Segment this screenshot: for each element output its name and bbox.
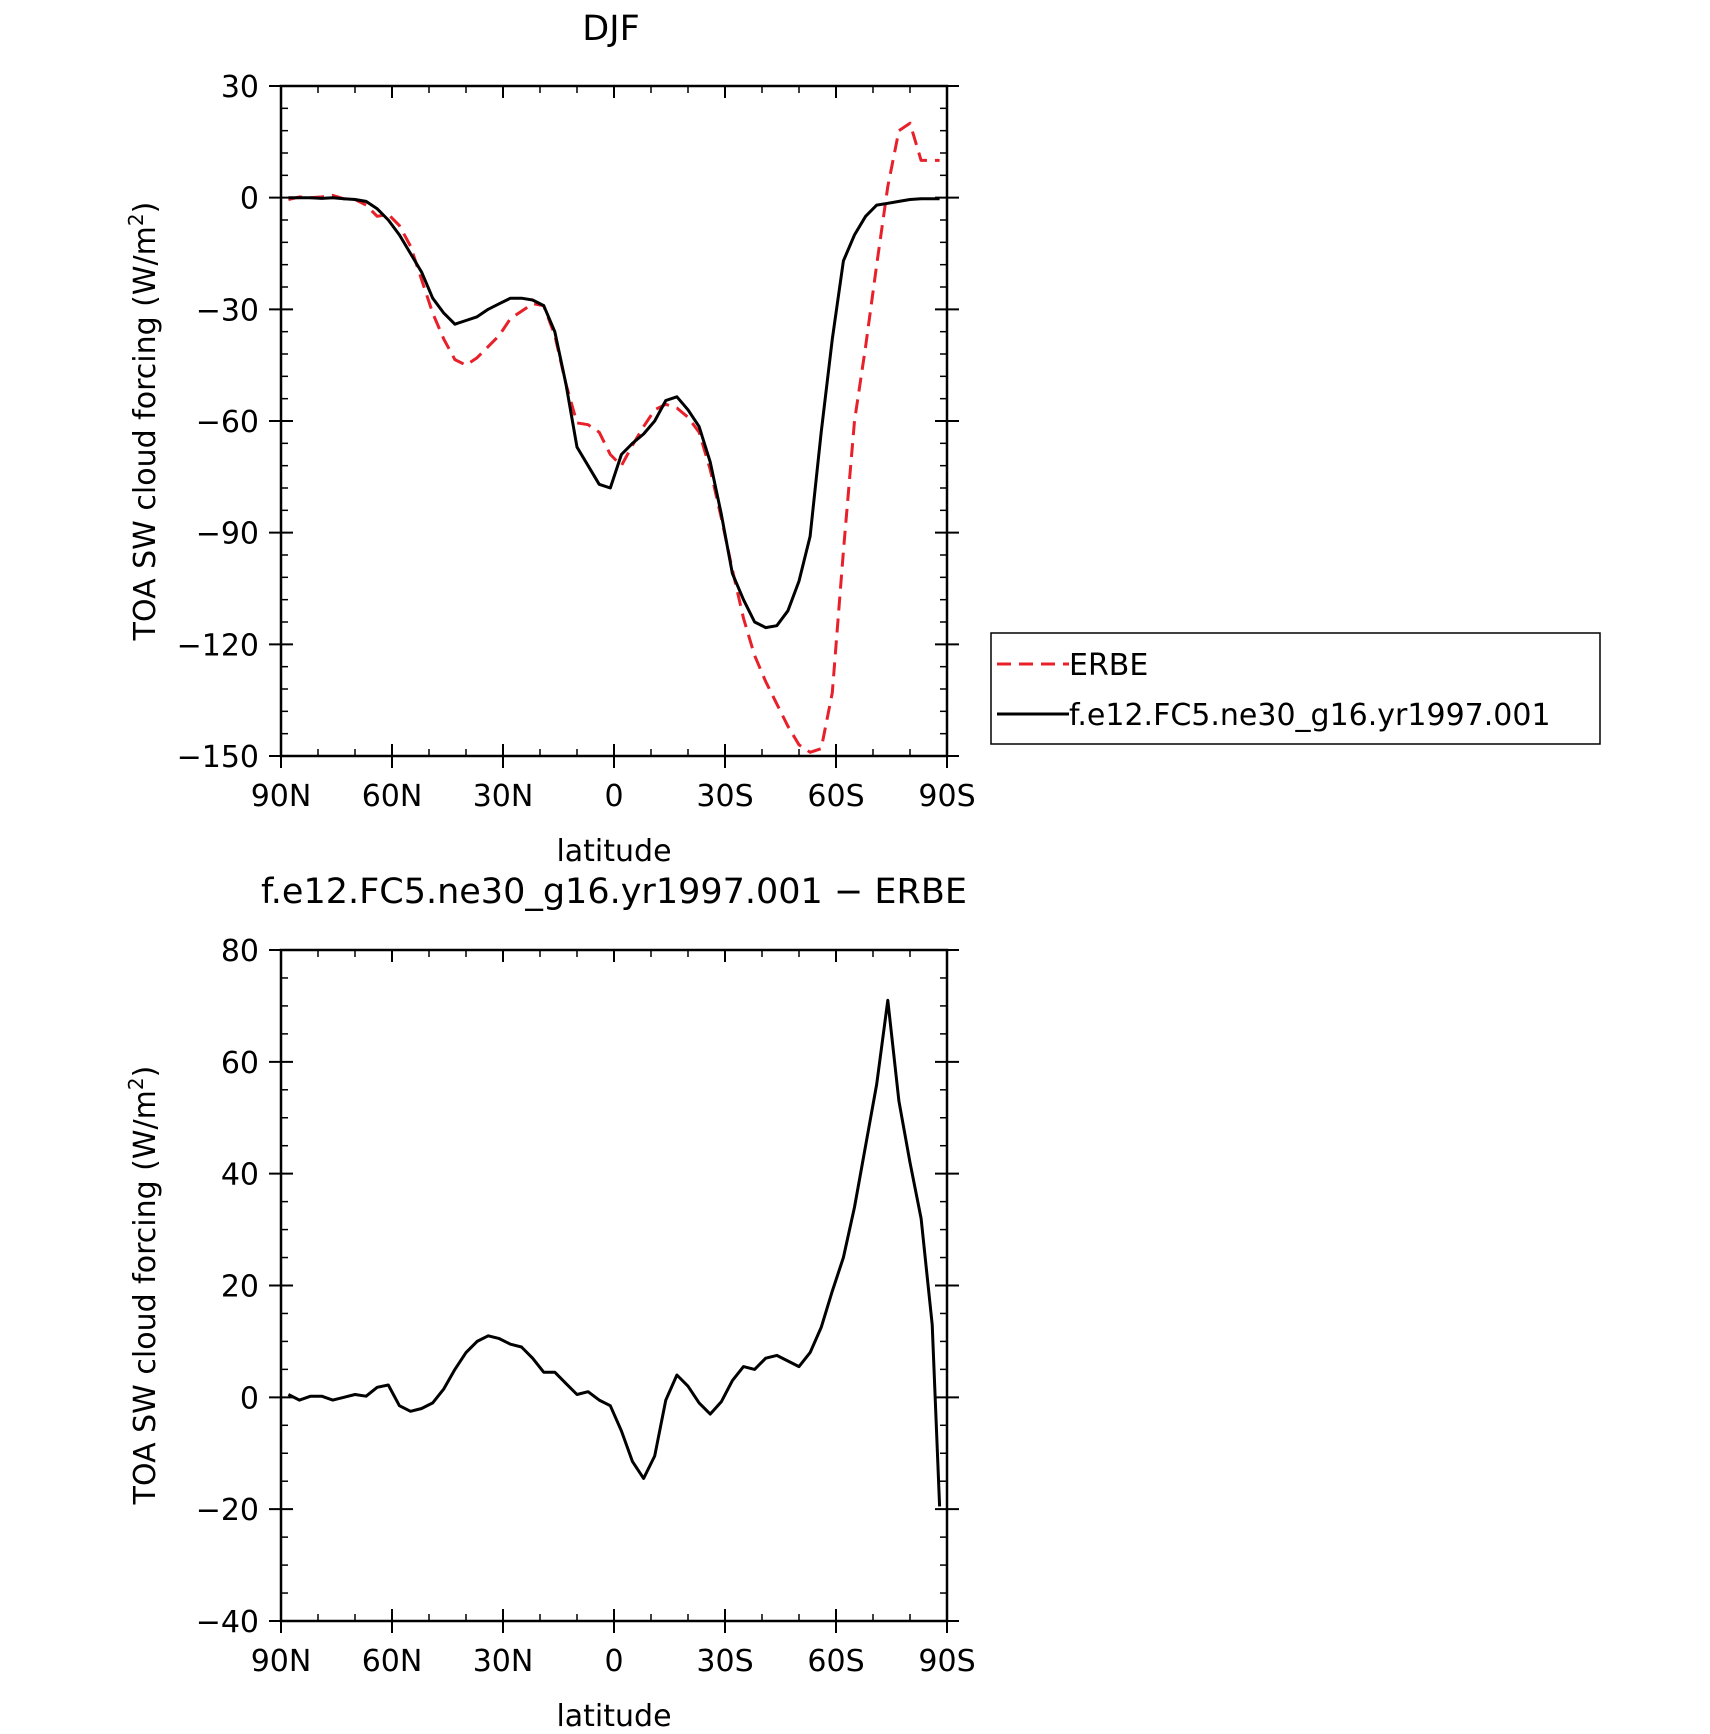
y-tick-label: −150 bbox=[177, 740, 259, 775]
top-panel: DJF 90N 60N 30N 0 30S 60S 90S 30 0 −30 −60 −90 −120 −… bbox=[124, 9, 1601, 869]
x-tick-label: 0 bbox=[604, 779, 623, 814]
x-tick-label: 90N bbox=[251, 1644, 312, 1679]
y-tick-label: −40 bbox=[196, 1605, 259, 1640]
top-series-line-f-e12-fc5-ne30-g16-yr1997-001 bbox=[288, 196, 940, 630]
top-series-line-erbe bbox=[288, 121, 940, 754]
y-tick-label: −20 bbox=[196, 1493, 259, 1528]
bottom-plot-frame bbox=[279, 948, 949, 1623]
y-tick-label: 30 bbox=[221, 70, 259, 105]
x-tick-label: 90N bbox=[251, 779, 312, 814]
y-tick-label: 80 bbox=[221, 934, 259, 969]
x-tick-label: 30S bbox=[696, 779, 753, 814]
y-tick-label: 0 bbox=[240, 182, 259, 217]
y-tick-label: 20 bbox=[221, 1270, 259, 1305]
legend-label-model: f.e12.FC5.ne30_g16.yr1997.001 bbox=[1069, 698, 1551, 733]
top-plot-frame bbox=[279, 84, 949, 758]
x-tick-label: 60S bbox=[807, 1644, 864, 1679]
top-y-axis-label: TOA SW cloud forcing (W/m2) bbox=[124, 202, 163, 642]
x-tick-label: 90S bbox=[918, 779, 975, 814]
x-tick-label: 30N bbox=[473, 1644, 534, 1679]
bottom-y-axis-label: TOA SW cloud forcing (W/m2) bbox=[124, 1066, 163, 1506]
x-tick-label: 60S bbox=[807, 779, 864, 814]
bottom-chart-title: f.e12.FC5.ne30_g16.yr1997.001 − ERBE bbox=[261, 872, 967, 912]
y-tick-label: −90 bbox=[196, 517, 259, 552]
bottom-panel: f.e12.FC5.ne30_g16.yr1997.001 − ERBE 90N… bbox=[124, 872, 976, 1734]
legend-label-erbe: ERBE bbox=[1069, 648, 1148, 683]
bottom-series-line-difference bbox=[287, 998, 942, 1507]
y-tick-label: −30 bbox=[196, 293, 259, 328]
y-tick-label: −120 bbox=[177, 628, 259, 663]
x-tick-label: 60N bbox=[362, 1644, 423, 1679]
y-tick-label: 40 bbox=[221, 1158, 259, 1193]
legend: ERBE f.e12.FC5.ne30_g16.yr1997.001 bbox=[990, 632, 1601, 745]
x-tick-label: 90S bbox=[918, 1644, 975, 1679]
y-tick-label: 0 bbox=[240, 1381, 259, 1416]
bottom-axes: 90N 60N 30N 0 30S 60S 90S 80 60 40 20 0 −20 −40 bbox=[196, 934, 976, 1679]
x-tick-label: 30N bbox=[473, 779, 534, 814]
x-tick-label: 0 bbox=[604, 1644, 623, 1679]
y-tick-label: −60 bbox=[196, 405, 259, 440]
bottom-plot-area bbox=[287, 998, 942, 1507]
top-chart-title: DJF bbox=[582, 9, 639, 49]
x-tick-label: 30S bbox=[696, 1644, 753, 1679]
top-plot-area bbox=[288, 121, 940, 754]
top-axes: 90N 60N 30N 0 30S 60S 90S 30 0 −30 −60 −90 −120 −150 bbox=[177, 70, 976, 814]
bottom-x-axis-label: latitude bbox=[556, 1699, 671, 1734]
y-tick-label: 60 bbox=[221, 1046, 259, 1081]
legend-box bbox=[990, 632, 1601, 745]
x-tick-label: 60N bbox=[362, 779, 423, 814]
top-x-axis-label: latitude bbox=[556, 834, 671, 869]
